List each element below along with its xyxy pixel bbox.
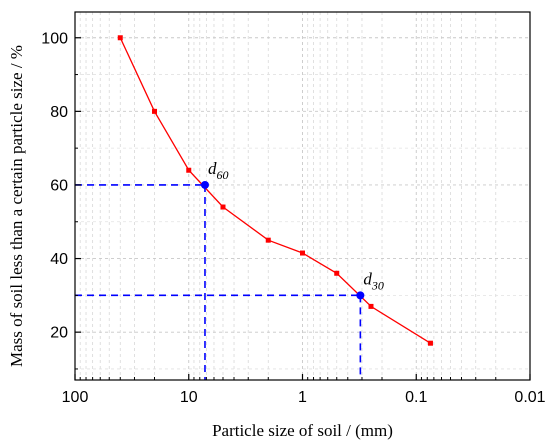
annotation-point	[200, 180, 209, 189]
y-tick-label: 100	[41, 30, 68, 47]
data-point	[117, 35, 123, 41]
data-point	[368, 303, 374, 309]
data-point	[334, 270, 340, 276]
y-tick-label: 60	[50, 177, 68, 194]
data-point	[152, 108, 158, 114]
annotation-layer: d60 d30	[200, 159, 384, 300]
y-tick-label: 40	[50, 251, 68, 268]
series-line	[119, 37, 431, 344]
data-point	[220, 204, 226, 210]
y-tick-label: 80	[50, 104, 68, 121]
x-tick-label: 100	[62, 389, 89, 406]
data-point	[300, 250, 305, 256]
x-tick-label: 0.01	[514, 389, 545, 406]
x-tick-label: 1	[298, 389, 307, 406]
x-tick-label: 10	[180, 389, 198, 406]
x-axis-title: Particle size of soil / (mm)	[212, 421, 393, 440]
series-layer	[117, 35, 433, 346]
data-point	[265, 237, 271, 243]
x-tick-label: 0.1	[405, 389, 427, 406]
grid-lines	[75, 12, 530, 380]
annotation-point	[356, 291, 365, 300]
annotation-label: d60	[208, 159, 229, 182]
y-tick-label: 20	[50, 325, 68, 342]
data-point	[186, 167, 192, 173]
y-axis-title: Mass of soil less than a certain particl…	[7, 45, 26, 367]
guide-lines	[75, 184, 362, 380]
data-point	[427, 340, 433, 346]
annotation-label: d30	[363, 269, 384, 292]
tick-layer: 100 10 1 0.1 0.01 20 40 60 80 100	[41, 30, 545, 406]
